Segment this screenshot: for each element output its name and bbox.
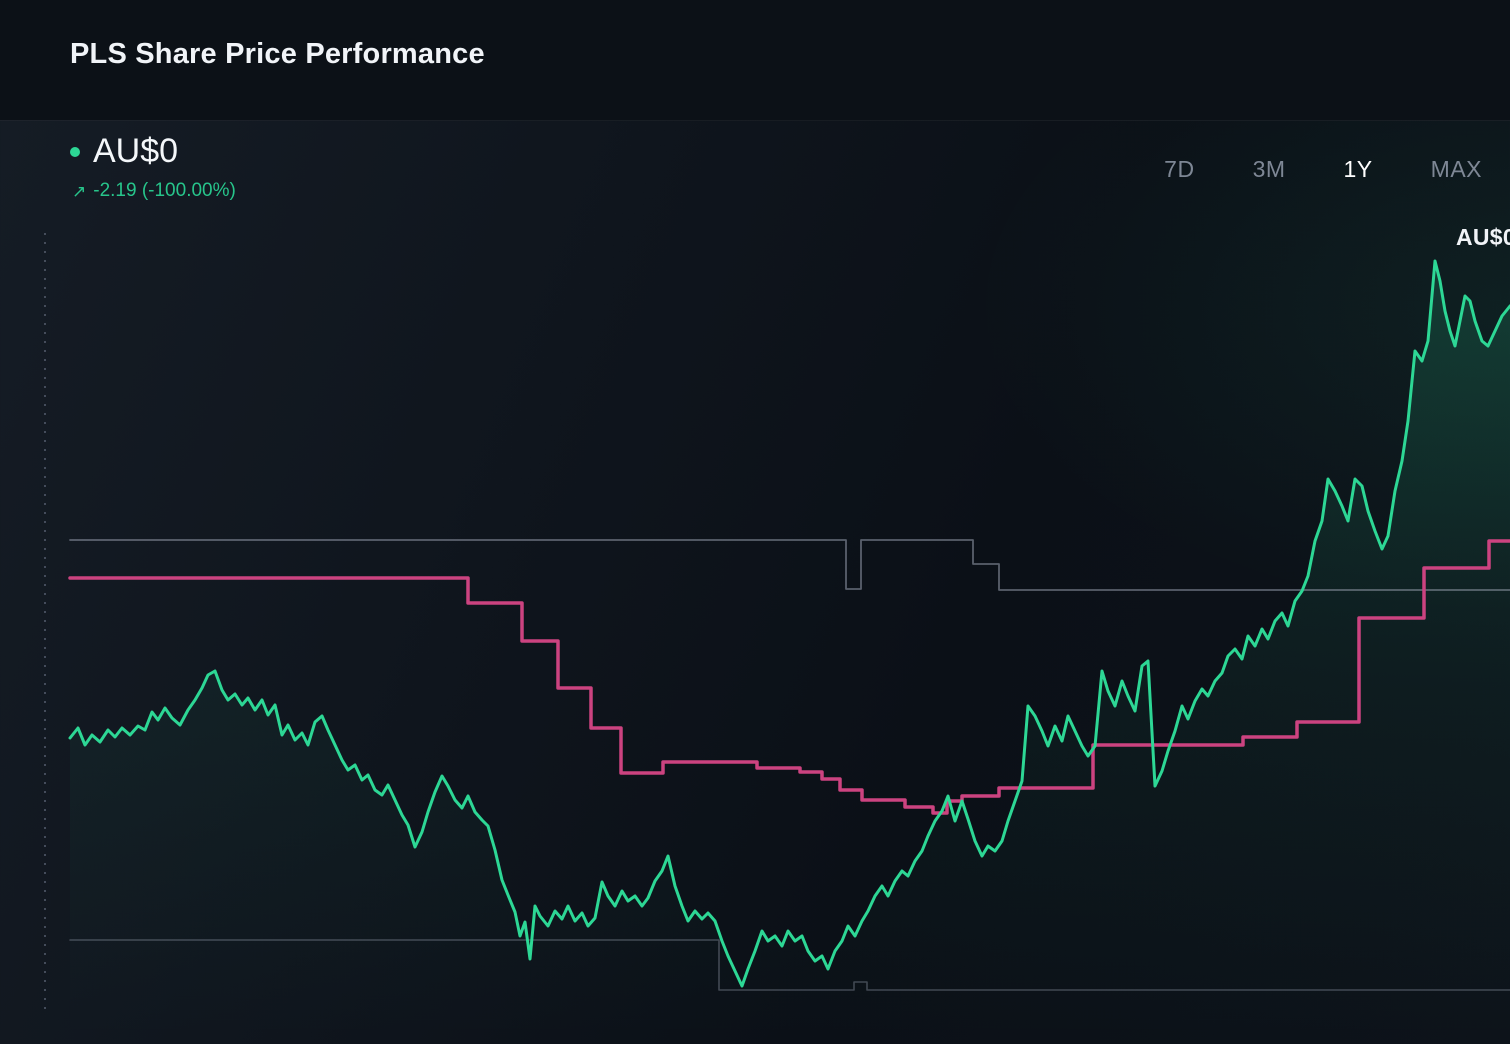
series-reference-step-upper-gray bbox=[69, 539, 1510, 591]
range-button-3m[interactable]: 3M bbox=[1252, 156, 1286, 182]
price-change-row: ↗ -2.19 (-100.00%) bbox=[72, 180, 236, 202]
range-button-7d[interactable]: 7D bbox=[1164, 156, 1195, 182]
page-title: PLS Share Price Performance bbox=[70, 38, 485, 70]
price-change-value: -2.19 (-100.00%) bbox=[93, 180, 236, 201]
series-end-price-label: AU$0 bbox=[1455, 224, 1510, 250]
trend-arrow-icon: ↗ bbox=[72, 181, 87, 201]
current-price-value: AU$0 bbox=[93, 132, 179, 170]
widget-header: PLS Share Price Performance bbox=[0, 0, 1510, 120]
series-pls-share-price-green bbox=[68, 259, 1510, 988]
range-button-1y[interactable]: 1Y bbox=[1343, 156, 1373, 182]
series-reference-step-lower-gray bbox=[69, 939, 1510, 991]
price-legend: AU$0 ↗ -2.19 (-100.00%) bbox=[70, 132, 236, 202]
range-button-max[interactable]: MAX bbox=[1430, 156, 1482, 182]
legend-value-row: AU$0 bbox=[70, 132, 236, 171]
series-benchmark-step-pink bbox=[68, 539, 1510, 815]
time-range-switcher: 7D 3M 1Y MAX bbox=[1164, 156, 1482, 183]
chart-series-group bbox=[68, 259, 1510, 1044]
series-dot-icon bbox=[70, 146, 80, 157]
